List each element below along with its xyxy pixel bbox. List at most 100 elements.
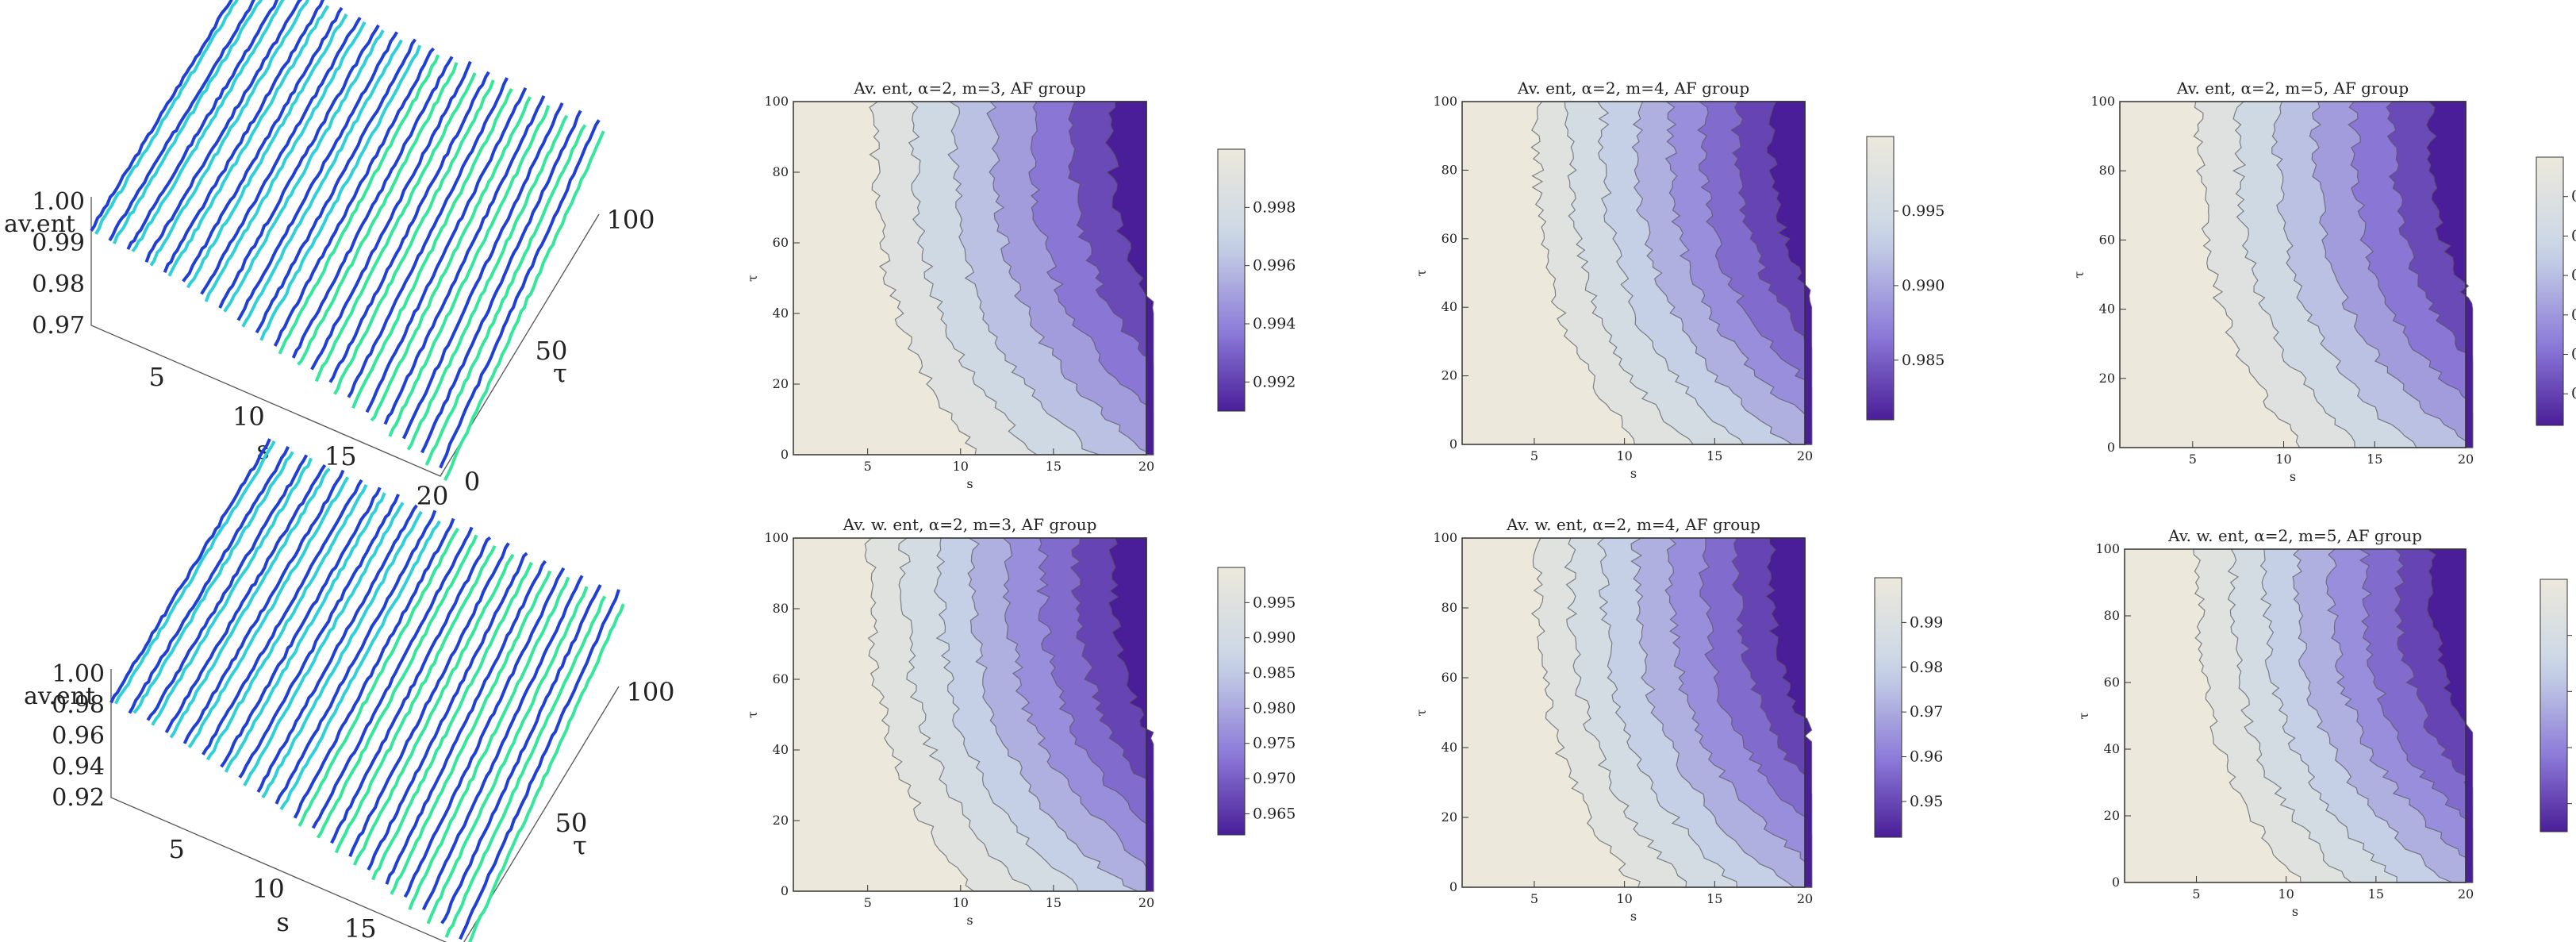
series-line [385,559,547,885]
x-tick-label: 5 [148,362,164,392]
y-tick-label: 100 [2090,94,2115,109]
chart-title: Av. w. ent, α=2, m=5, AF group [2167,526,2422,545]
colorbar-tick-label: 0.990 [2571,227,2576,244]
y-tick-label: 100 [626,677,674,707]
y-tick-label: 60 [2104,675,2120,690]
series-line [444,595,607,938]
chart-title: Av. w. ent, α=2, m=4, AF group [1506,515,1760,534]
colorbar-tick-label: 0.985 [1902,352,1944,369]
series-line [273,47,436,347]
series-line [328,71,490,383]
contour-panel-2: Av. ent, α=2, m=4, AF group 5 10 15 20 s 0 20 40… [1414,79,1944,481]
y-tick-label: 60 [1442,231,1457,246]
plot-frame [1461,101,1806,445]
x-tick-label: 20 [417,481,449,511]
series-line [408,576,570,910]
x-tick-label: 10 [2278,886,2294,902]
series-line [261,510,423,799]
contour-band [2425,101,2474,448]
y-tick-label: 80 [1442,600,1457,615]
y-tick-label: 40 [1442,299,1457,314]
colorbar-tick-label: 0.990 [1902,277,1944,294]
y-tick-label: 100 [764,530,789,545]
colorbar-tick-label: 0.990 [1253,629,1296,647]
z-tick-label: 0.97 [32,312,85,340]
x-tick-label: 20 [1138,895,1154,910]
series-line [90,0,233,232]
series-line [94,0,240,235]
colorbar-tick-label: 0.995 [2571,188,2576,206]
series-line [297,62,459,366]
series-line [421,575,584,911]
x-tick-label: 10 [1616,448,1632,463]
x-axis-label: s [966,476,973,491]
series-line [365,87,528,413]
series-line [291,56,454,359]
plot-frame [2124,548,2467,883]
series-line [187,476,350,748]
y-tick-label: 80 [773,601,789,616]
series-line [126,0,279,250]
colorbar-tick-label: 0.99 [1910,613,1943,631]
series-line [459,589,620,940]
colorbar-tick-label: 0.992 [1253,373,1296,390]
x-tick-label: 5 [2189,452,2197,467]
series-line [420,110,582,454]
x-axis-label: s [1630,466,1637,481]
contour-band [1104,101,1154,456]
contour-panel-5: Av. w. ent, α=2, m=3, AF group 5 10 15 20 s 0 2… [745,515,1296,928]
colorbar-tick-label: 0.995 [1253,594,1296,611]
y-tick-label: 0 [1449,879,1457,894]
contour-band [1764,537,1813,888]
y-tick-label: 100 [2095,541,2120,556]
colorbar-tick-label: 0.98 [1910,659,1943,676]
series-line [167,5,330,277]
series-line [388,105,551,437]
colorbar [2536,156,2564,426]
y-tick-label: 0 [464,467,480,497]
y-tick-label: 100 [1433,94,1457,109]
series-line [132,451,294,714]
series-line [334,545,497,854]
series-line [406,114,569,451]
series-line [186,13,348,289]
series-line [220,486,382,768]
series-line [401,102,564,440]
series-line [255,38,417,334]
colorbar-tick-label: 0.980 [2571,306,2576,324]
plot-frame [793,537,1147,892]
series-line [200,17,362,295]
series-line [403,567,566,898]
x-axis-label: s [966,913,973,928]
z-tick-label: 0.92 [52,784,105,812]
y-tick-label: 0 [781,883,789,898]
y-tick-label: 100 [1433,530,1457,545]
series-line [163,0,325,273]
colorbar-tick-label: 0.980 [1253,699,1296,717]
x-tick-label: 15 [2368,886,2384,902]
x-tick-label: 10 [252,874,285,904]
x-axis-label: s [2290,469,2296,484]
series-line [274,509,437,805]
x-tick-label: 15 [1706,891,1722,906]
series-line [311,526,474,829]
x-tick-label: 10 [232,402,265,432]
y-tick-label: 0 [781,447,789,462]
series-line [371,562,533,881]
x-tick-label: 5 [864,895,872,910]
contour-panel-1: Av. ent, α=2, m=3, AF group 5 10 15 20 s 0 20 40… [745,79,1296,491]
series-line [370,96,532,422]
series-line [314,72,477,383]
colorbar-tick-label: 0.994 [1253,315,1296,333]
contour-panel-7: Av. w. ent, α=2, m=5, AF group 5 10 15 20 s 0 2… [2076,526,2576,919]
y-tick-label: 20 [2104,808,2120,823]
series-line [223,29,385,313]
colorbar-tick-label: 0.970 [2571,385,2576,402]
y-tick-label: 60 [2099,232,2115,247]
series-line [468,603,625,942]
y-tick-label: 0 [2112,875,2120,890]
y-tick-label: 0 [2107,440,2115,455]
series-line [114,440,276,705]
x-tick-label: 10 [2275,452,2291,467]
